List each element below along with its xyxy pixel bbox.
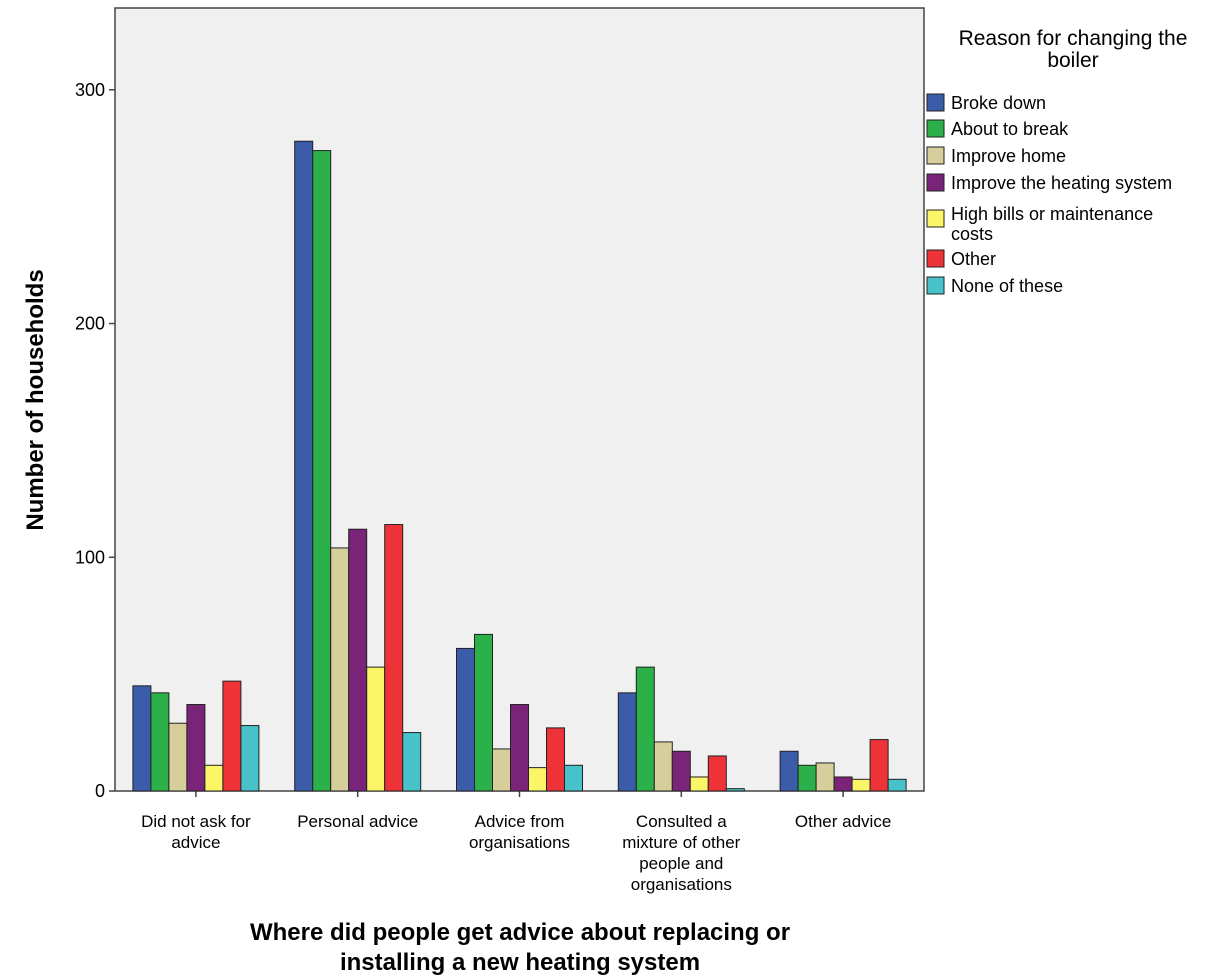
bar [707, 755, 727, 792]
y-axis-title: Number of households [22, 269, 49, 530]
legend-swatch [926, 146, 945, 165]
bar [779, 750, 799, 792]
legend-title: Reason for changing the [959, 27, 1188, 50]
bar [312, 150, 332, 792]
category-label: organisations [631, 875, 732, 894]
bar [222, 680, 242, 792]
bar [294, 140, 314, 792]
category-label: Advice from [475, 812, 565, 831]
bar [851, 778, 871, 792]
category-label: organisations [469, 833, 570, 852]
legend-swatch [926, 209, 945, 228]
x-axis-title-group: Where did people get advice about replac… [250, 919, 790, 976]
bar [671, 750, 691, 792]
x-axis: Did not ask for advice Personal advice Advi… [141, 791, 891, 894]
category-label: Consulted a [636, 812, 727, 831]
category-label: Did not ask for [141, 812, 251, 831]
category-label: advice [171, 833, 220, 852]
bar [168, 722, 188, 792]
plot-area [114, 7, 925, 792]
legend-entry-label: High bills or maintenance [951, 204, 1153, 224]
bar [240, 725, 260, 792]
bar [869, 739, 889, 792]
bar [402, 732, 422, 792]
legend-title: boiler [1047, 49, 1098, 72]
bar [564, 764, 583, 792]
legend-entry-label: Other [951, 249, 996, 269]
category-label: Other advice [795, 812, 891, 831]
bar [815, 762, 835, 792]
legend-swatch [926, 276, 945, 295]
bar [635, 666, 655, 792]
bar [546, 727, 565, 792]
bar [456, 647, 475, 792]
bar [887, 778, 907, 792]
bar [132, 685, 152, 792]
legend-entry-label: Broke down [951, 93, 1046, 113]
bar [474, 633, 493, 792]
bar [330, 547, 350, 792]
y-tick-label: 0 [95, 781, 105, 801]
category-label: mixture of other [622, 833, 740, 852]
y-axis-title-group: Number of households [22, 269, 49, 530]
bar [348, 528, 368, 792]
legend-entry-label: None of these [951, 276, 1063, 296]
category-label: people and [639, 854, 723, 873]
x-axis-title: Where did people get advice about replac… [250, 919, 790, 946]
y-tick-label: 300 [75, 80, 105, 100]
y-tick-label: 100 [75, 547, 105, 567]
bar [384, 524, 404, 792]
bar-series-group [132, 140, 907, 792]
legend-swatch [926, 249, 945, 268]
legend-swatch [926, 93, 945, 112]
legend-swatch [926, 119, 945, 138]
legend-entry-label: costs [951, 224, 993, 244]
bar [653, 741, 673, 792]
legend-swatch [926, 173, 945, 192]
bar [725, 788, 745, 792]
y-axis: 0 100 200 300 [75, 80, 115, 801]
bar [833, 776, 853, 792]
legend-entry-label: About to break [951, 119, 1069, 139]
x-axis-title: installing a new heating system [340, 949, 700, 976]
bar [797, 764, 817, 792]
bar [204, 764, 224, 792]
bar [689, 776, 709, 792]
bar [617, 692, 637, 792]
bar [150, 692, 170, 792]
bar [186, 704, 206, 792]
legend-entry-label: Improve home [951, 146, 1066, 166]
category-label: Personal advice [297, 812, 418, 831]
legend-entry-label: Improve the heating system [951, 173, 1172, 193]
bar [492, 748, 511, 792]
bar [366, 666, 386, 792]
bar [510, 704, 529, 792]
bar [528, 767, 547, 792]
y-tick-label: 200 [75, 314, 105, 334]
